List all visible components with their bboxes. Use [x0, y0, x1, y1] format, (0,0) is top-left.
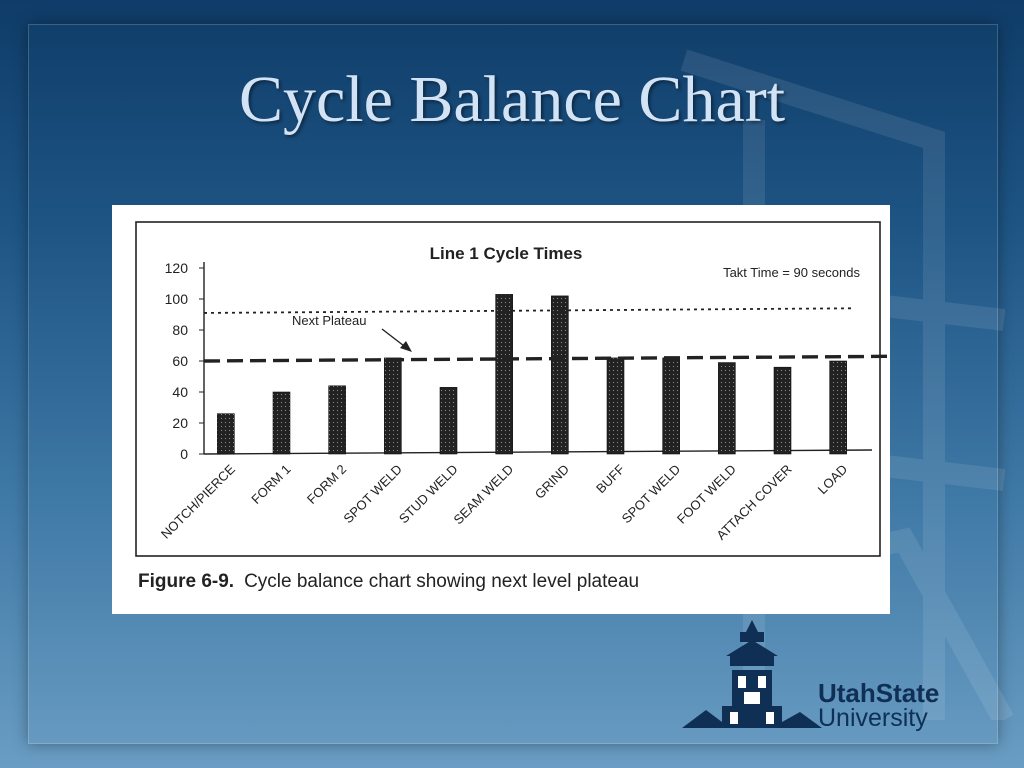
bar	[606, 357, 625, 455]
x-tick-label: SEAM WELD	[451, 462, 517, 528]
usu-logo: UtahState University	[682, 618, 992, 738]
bar	[272, 391, 291, 455]
x-tick-label: LOAD	[815, 462, 851, 498]
y-tick-label: 20	[172, 415, 188, 431]
figure-caption-text: Cycle balance chart showing next level p…	[244, 571, 640, 592]
bar	[551, 295, 569, 455]
logo-text-university: University	[818, 704, 928, 732]
bar	[718, 362, 736, 455]
y-tick-label: 60	[172, 353, 188, 369]
chart-border	[135, 221, 881, 557]
slide-title: Cycle Balance Chart	[238, 63, 786, 136]
bar	[662, 357, 680, 455]
bar	[439, 387, 458, 455]
figure-caption: Figure 6-9. Cycle balance chart showing n…	[138, 571, 639, 593]
y-tick-label: 40	[172, 384, 188, 400]
logo-text-utahstate: UtahState	[818, 678, 940, 708]
y-tick-label: 0	[180, 446, 188, 462]
slide-frame	[28, 24, 998, 744]
next-plateau-arrowhead	[400, 341, 412, 352]
x-tick-label: NOTCH/PIERCE	[158, 461, 238, 541]
y-tick-label: 120	[165, 260, 189, 276]
x-axis-line	[203, 449, 873, 455]
cycle-times-chart: Line 1 Cycle Times 0 20 40 60 80 100 120 NOTCH/P…	[135, 221, 889, 557]
x-tick-label: FORM 2	[304, 462, 349, 507]
x-tick-label: FORM 1	[248, 462, 293, 507]
takt-time-label: Takt Time = 90 seconds	[723, 265, 860, 280]
bar	[495, 294, 513, 455]
next-plateau-label: Next Plateau	[292, 313, 366, 328]
y-tick-label: 80	[172, 322, 188, 338]
y-tick-label: 100	[165, 291, 189, 307]
bar	[217, 413, 235, 455]
figure-caption-label: Figure 6-9.	[138, 571, 235, 592]
x-tick-label: BUFF	[593, 461, 628, 496]
bar	[328, 385, 346, 455]
old-main-tower-icon	[682, 620, 822, 728]
figure-panel: Line 1 Cycle Times 0 20 40 60 80 100 120 NOTCH/P…	[112, 205, 890, 614]
takt-time-line	[203, 307, 853, 314]
bar	[384, 357, 402, 455]
next-plateau-line	[203, 354, 889, 363]
bar	[773, 366, 792, 455]
bar	[829, 360, 847, 455]
x-tick-label: GRIND	[532, 462, 572, 502]
chart-title: Line 1 Cycle Times	[430, 244, 583, 263]
